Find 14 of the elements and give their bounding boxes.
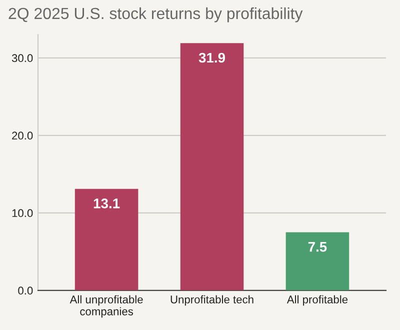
data-label: 7.5 (308, 242, 327, 252)
bar (74, 188, 138, 290)
bar (180, 43, 244, 290)
bar (286, 232, 350, 290)
data-label: 31.9 (198, 52, 225, 63)
data-label: 13.1 (94, 198, 120, 208)
y-tick-label: 10.0 (12, 209, 33, 218)
y-tick-label: 30.0 (12, 54, 33, 62)
chart-title: 2Q 2025 U.S. stock returns by profitability (8, 7, 303, 22)
x-tick-label: All unprofitable companies (70, 295, 143, 318)
x-tick-label: All profitable (286, 295, 348, 306)
x-tick-label: Unprofitable tech (170, 295, 254, 306)
y-tick-label: 20.0 (12, 132, 33, 140)
y-tick-label: 0.0 (18, 286, 33, 295)
